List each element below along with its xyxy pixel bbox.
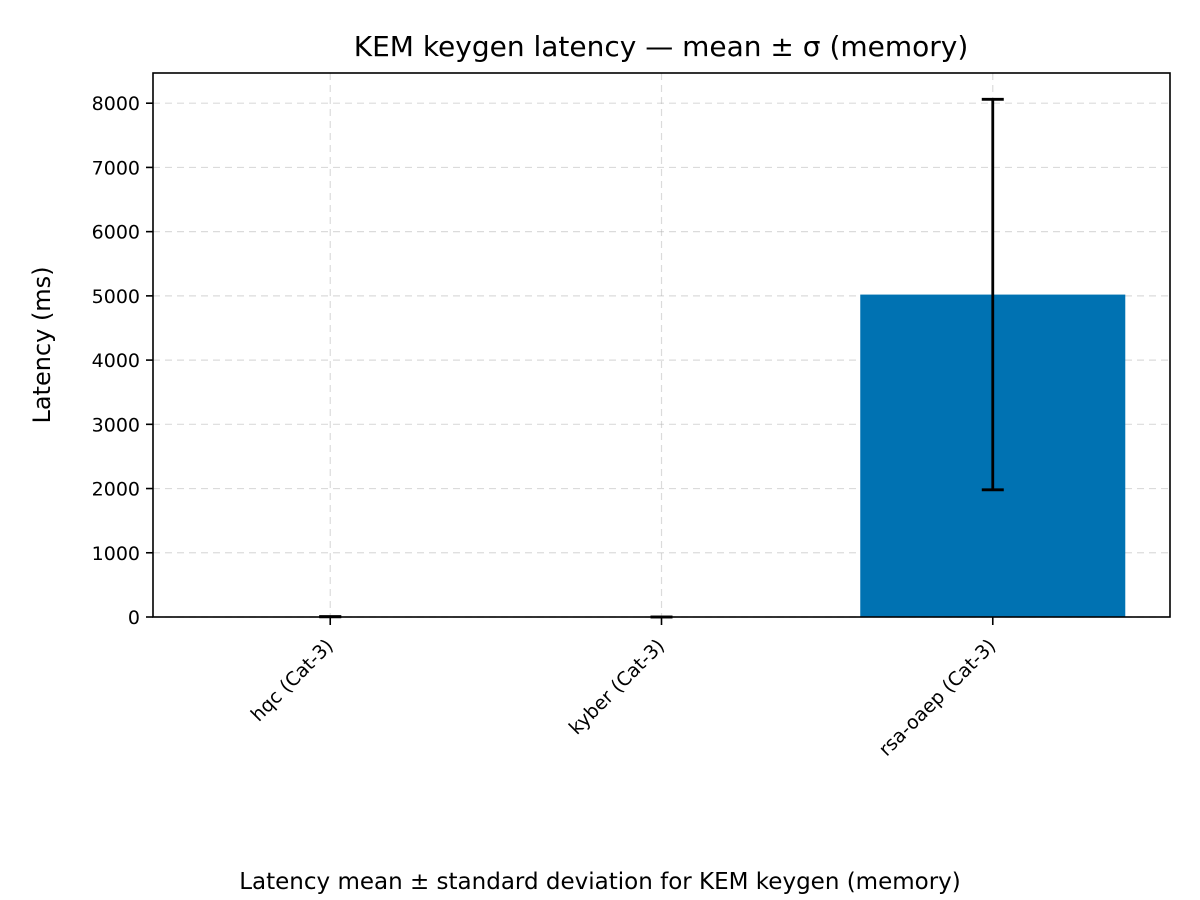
y-axis-label: Latency (ms) bbox=[28, 266, 56, 423]
x-tick-label: rsa-oaep (Cat-3) bbox=[875, 635, 1001, 761]
y-tick-label: 1000 bbox=[92, 543, 140, 565]
y-tick-label: 0 bbox=[128, 607, 140, 629]
y-tick-label: 2000 bbox=[92, 479, 140, 501]
y-tick-label: 6000 bbox=[92, 222, 140, 244]
x-tick-label: kyber (Cat-3) bbox=[565, 635, 669, 739]
x-tick-label: hqc (Cat-3) bbox=[247, 635, 338, 726]
chart-title: KEM keygen latency — mean ± σ (memory) bbox=[354, 30, 969, 63]
grid-lines bbox=[153, 73, 1170, 618]
chart-caption: Latency mean ± standard deviation for KE… bbox=[239, 869, 961, 895]
error-bar-2 bbox=[981, 97, 1004, 492]
y-tick-label: 4000 bbox=[92, 350, 140, 372]
y-tick-label: 3000 bbox=[92, 414, 140, 436]
y-axis-ticks: 0 1000 2000 3000 4000 5000 6000 7000 8000 bbox=[92, 93, 153, 629]
y-tick-label: 7000 bbox=[92, 157, 140, 179]
y-tick-label: 5000 bbox=[92, 286, 140, 308]
y-tick-label: 8000 bbox=[92, 93, 140, 115]
x-axis-ticks: hqc (Cat-3) kyber (Cat-3) rsa-oaep (Cat-3) bbox=[247, 617, 1001, 761]
